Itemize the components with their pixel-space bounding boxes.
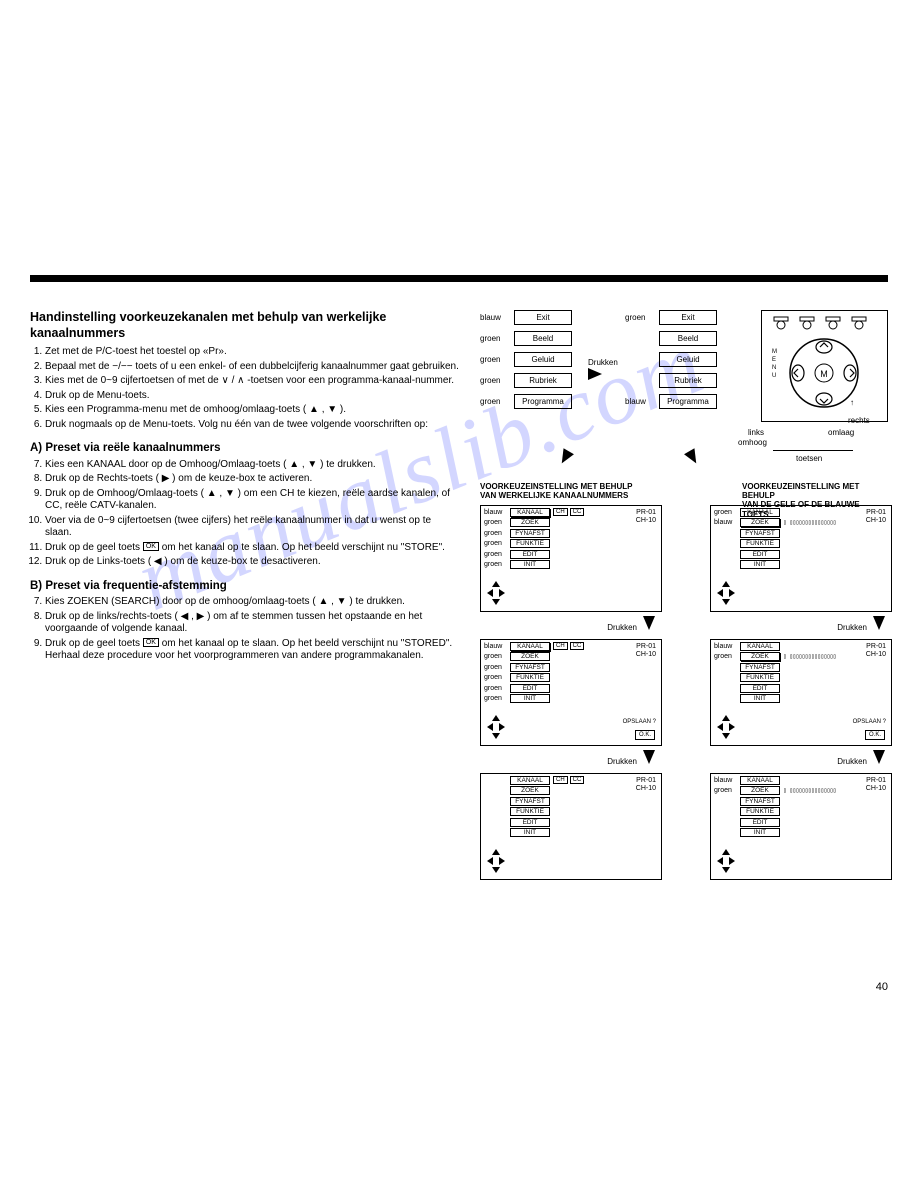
page: manualslib.com Handinstelling voorkeuzek… (0, 0, 918, 1188)
menu-item: groenProgramma (480, 394, 572, 409)
menu-stack-right: groenExit Beeld Geluid Rubriek blauwProg… (625, 310, 717, 415)
remote-diagram: M M E N U (761, 310, 888, 422)
step: Druk op de Links-toets ( ◀ ) om de keuze… (45, 556, 460, 569)
svg-text:E: E (772, 357, 776, 363)
step: Druk nogmaals op de Menu-toets. Volg nu … (45, 419, 460, 432)
menu-stack-left: blauwExit groenBeeld groenGeluid groenRu… (480, 310, 572, 415)
step: Druk op de geel toets OK om het kanaal o… (45, 542, 460, 555)
main-title: Handinstelling voorkeuzekanalen met behu… (30, 310, 460, 341)
step: Druk op de Menu-toets. (45, 390, 460, 403)
top-rule (30, 275, 888, 282)
step: Voer via de 0~9 cijfertoetsen (twee cijf… (45, 515, 460, 540)
arrow-right: Drukken (588, 358, 618, 385)
arrow-down-icon (554, 448, 574, 470)
menu-item: blauwExit (480, 310, 572, 325)
sub-a-title: A) Preset via reële kanaalnummers (30, 441, 460, 455)
section-left-header: VOORKEUZEINSTELLING MET BEHULPVAN WERKEL… (480, 482, 632, 500)
steps-a: Kies een KANAAL door op de Omhoog/Omlaag… (45, 459, 460, 569)
steps-b: Kies ZOEKEN (SEARCH) door op de omhoog/o… (45, 596, 460, 663)
step: Kies met de 0~9 cijfertoetsen of met de … (45, 375, 460, 388)
menu-item: Rubriek (625, 373, 717, 388)
step: Bepaal met de −/−− toets of u een enkel-… (45, 361, 460, 374)
step: Kies een KANAAL door op de Omhoog/Omlaag… (45, 459, 460, 472)
left-panels: PR-01CH-10blauwKANAALCHCCgroenZOEKgroenF… (480, 505, 665, 880)
svg-text:N: N (772, 365, 776, 371)
ok-icon: OK (143, 638, 159, 647)
menu-item: groenRubriek (480, 373, 572, 388)
arrow-down-icon (684, 448, 704, 470)
svg-text:M: M (820, 369, 828, 379)
step: Kies ZOEKEN (SEARCH) door op de omhoog/o… (45, 596, 460, 609)
step: Zet met de P/C-toest het toestel op «Pr»… (45, 346, 460, 359)
step: Kies een Programma-menu met de omhoog/om… (45, 404, 460, 417)
step: Druk op de Omhoog/Omlaag-toets ( ▲ , ▼ )… (45, 488, 460, 513)
ok-icon: OK (143, 542, 159, 551)
page-number: 40 (876, 981, 888, 993)
left-column: Handinstelling voorkeuzekanalen met behu… (30, 310, 460, 665)
sub-b-title: B) Preset via frequentie-afstemming (30, 579, 460, 593)
step: Druk op de Rechts-toets ( ▶ ) om de keuz… (45, 473, 460, 486)
menu-item: groenBeeld (480, 331, 572, 346)
svg-text:U: U (772, 373, 776, 379)
step: Druk op de geel toets OK om het kanaal o… (45, 638, 460, 663)
menu-item: Beeld (625, 331, 717, 346)
menu-item: groenGeluid (480, 352, 572, 367)
right-panels: PR-01CH-10groenKANAALblauwZOEK▯ ▯▯▯▯▯▯▯▯… (710, 505, 895, 880)
arrow-right-icon (588, 368, 602, 380)
menu-item: Geluid (625, 352, 717, 367)
menu-item: blauwProgramma (625, 394, 717, 409)
svg-text:M: M (772, 349, 777, 355)
main-steps: Zet met de P/C-toest het toestel op «Pr»… (45, 346, 460, 431)
step: Druk op de links/rechts-toets ( ◀ , ▶ ) … (45, 611, 460, 636)
menu-item: groenExit (625, 310, 717, 325)
